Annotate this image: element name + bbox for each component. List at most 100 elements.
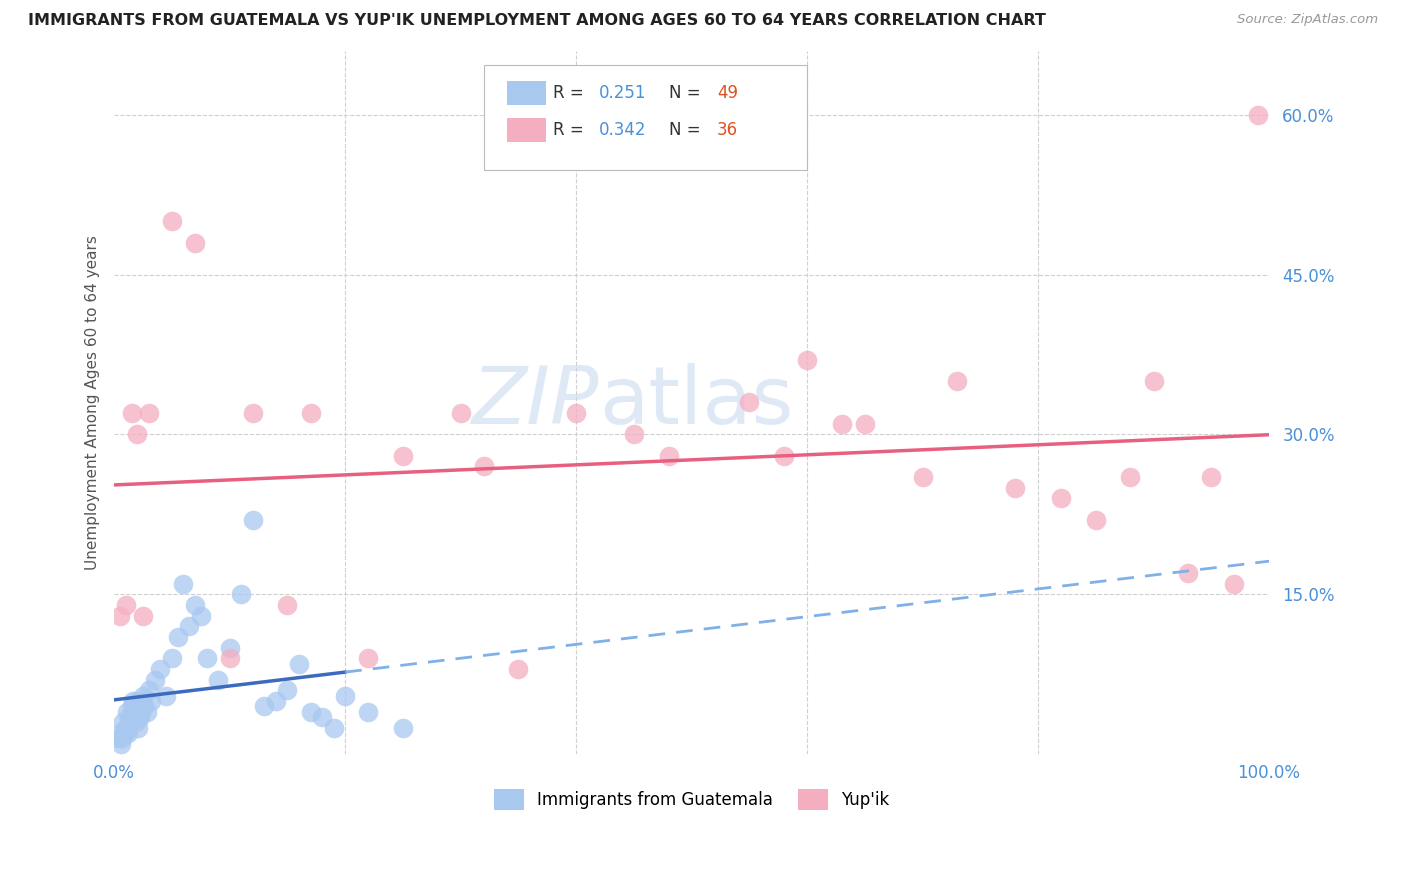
Point xyxy=(1050,491,1073,506)
Legend: Immigrants from Guatemala, Yup'ik: Immigrants from Guatemala, Yup'ik xyxy=(486,782,896,816)
Point xyxy=(565,406,588,420)
Point xyxy=(155,689,177,703)
Text: N =: N = xyxy=(668,121,706,139)
Text: R =: R = xyxy=(553,84,589,102)
Point xyxy=(1177,566,1199,580)
Point xyxy=(357,651,380,665)
Point xyxy=(218,640,240,655)
Point xyxy=(796,352,818,367)
Point xyxy=(207,673,229,687)
Text: 0.342: 0.342 xyxy=(599,121,647,139)
Point xyxy=(160,214,183,228)
Point xyxy=(184,235,207,250)
Point xyxy=(149,662,172,676)
Point xyxy=(117,726,139,740)
Point xyxy=(218,651,240,665)
Point xyxy=(1246,108,1268,122)
Point xyxy=(120,715,142,730)
Point xyxy=(128,710,150,724)
Point xyxy=(472,459,495,474)
Point xyxy=(114,726,136,740)
Point xyxy=(276,683,298,698)
Point xyxy=(115,705,138,719)
Point xyxy=(125,715,148,730)
Point xyxy=(508,662,530,676)
Point xyxy=(108,726,131,740)
Text: 49: 49 xyxy=(717,84,738,102)
Text: Source: ZipAtlas.com: Source: ZipAtlas.com xyxy=(1237,13,1378,27)
Text: N =: N = xyxy=(668,84,706,102)
Point xyxy=(264,694,287,708)
Point xyxy=(166,630,188,644)
Point xyxy=(831,417,853,431)
Point xyxy=(392,449,415,463)
Point xyxy=(623,427,645,442)
Point xyxy=(242,513,264,527)
Point xyxy=(143,673,166,687)
FancyBboxPatch shape xyxy=(484,65,807,170)
Point xyxy=(114,721,136,735)
Point xyxy=(138,406,160,420)
Point xyxy=(253,699,276,714)
Point xyxy=(450,406,472,420)
Text: IMMIGRANTS FROM GUATEMALA VS YUP'IK UNEMPLOYMENT AMONG AGES 60 TO 64 YEARS CORRE: IMMIGRANTS FROM GUATEMALA VS YUP'IK UNEM… xyxy=(28,13,1046,29)
Point xyxy=(946,374,969,388)
Point xyxy=(911,470,934,484)
Point xyxy=(127,427,149,442)
Text: ZIP: ZIP xyxy=(472,363,599,442)
Point xyxy=(1119,470,1142,484)
Text: atlas: atlas xyxy=(599,363,793,442)
Point xyxy=(299,406,322,420)
Point xyxy=(184,598,207,612)
Point xyxy=(190,608,212,623)
Point xyxy=(129,705,152,719)
Point xyxy=(124,699,146,714)
Point xyxy=(288,657,311,671)
Point xyxy=(299,705,322,719)
Point xyxy=(357,705,380,719)
Point xyxy=(1142,374,1164,388)
Point xyxy=(773,449,796,463)
Point xyxy=(242,406,264,420)
Point xyxy=(121,699,143,714)
Point xyxy=(134,699,156,714)
Point xyxy=(333,689,356,703)
Point xyxy=(231,587,253,601)
Point xyxy=(392,721,415,735)
Text: R =: R = xyxy=(553,121,589,139)
Y-axis label: Unemployment Among Ages 60 to 64 years: Unemployment Among Ages 60 to 64 years xyxy=(86,235,100,570)
Point xyxy=(122,705,145,719)
Point xyxy=(132,689,155,703)
Point xyxy=(135,705,157,719)
FancyBboxPatch shape xyxy=(506,119,546,142)
Point xyxy=(111,731,134,746)
Point xyxy=(1004,481,1026,495)
Point xyxy=(121,694,143,708)
Point xyxy=(112,715,135,730)
Text: 36: 36 xyxy=(717,121,738,139)
Point xyxy=(107,731,129,746)
FancyBboxPatch shape xyxy=(506,81,546,105)
Point xyxy=(127,694,149,708)
Point xyxy=(132,608,155,623)
Point xyxy=(1201,470,1223,484)
Point xyxy=(108,608,131,623)
Point xyxy=(110,737,132,751)
Point xyxy=(322,721,344,735)
Point xyxy=(127,721,149,735)
Point xyxy=(160,651,183,665)
Point xyxy=(1084,513,1107,527)
Point xyxy=(657,449,679,463)
Point xyxy=(138,683,160,698)
Point xyxy=(172,576,194,591)
Point xyxy=(311,710,333,724)
Point xyxy=(118,710,141,724)
Point xyxy=(853,417,876,431)
Point xyxy=(114,598,136,612)
Text: 0.251: 0.251 xyxy=(599,84,647,102)
Point xyxy=(1223,576,1246,591)
Point xyxy=(139,694,162,708)
Point xyxy=(121,406,143,420)
Point xyxy=(738,395,761,409)
Point xyxy=(195,651,218,665)
